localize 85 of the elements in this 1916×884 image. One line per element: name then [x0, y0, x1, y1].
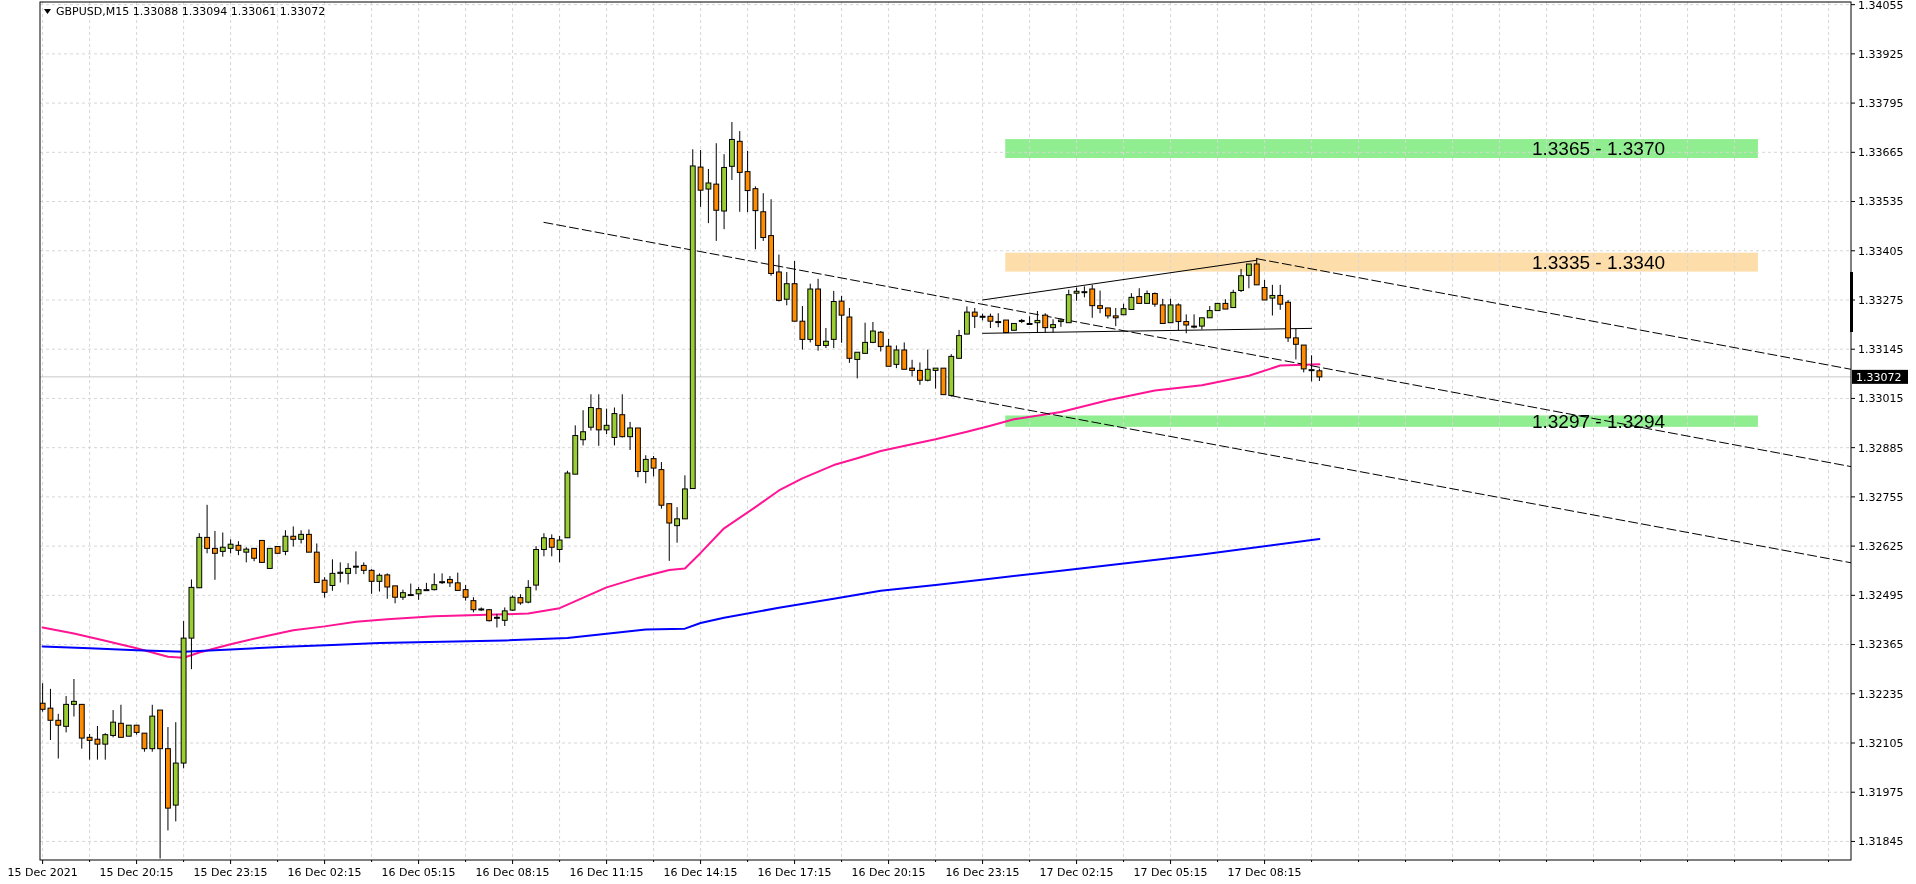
band-label: 1.3297 - 1.3294 — [1531, 411, 1666, 432]
ref-line-label: 1.33072 — [1856, 370, 1902, 384]
candlestick — [956, 329, 963, 359]
y-tick-label: 1.33405 — [1858, 244, 1904, 258]
candlestick — [963, 305, 970, 335]
y-tick-label: 1.32105 — [1858, 736, 1904, 750]
candlestick — [204, 504, 211, 554]
candlestick — [862, 322, 869, 354]
candlestick — [916, 361, 923, 386]
band-label: 1.3365 - 1.3370 — [1531, 138, 1666, 160]
x-tick-label: 17 Dec 02:15 — [1039, 866, 1114, 879]
candlestick — [71, 678, 77, 717]
y-tick-label: 1.33015 — [1858, 392, 1904, 406]
y-tick-label: 1.33665 — [1858, 146, 1904, 160]
y-tick-label: 1.32755 — [1858, 490, 1904, 504]
candlestick — [588, 393, 594, 432]
x-tick-label: 16 Dec 08:15 — [475, 866, 550, 879]
line-series — [41, 363, 1321, 659]
x-tick-label: 16 Dec 23:15 — [945, 866, 1020, 879]
y-tick-label: 1.32885 — [1858, 441, 1904, 455]
candlestick — [650, 455, 657, 477]
candlestick — [548, 533, 555, 557]
candlestick — [298, 529, 305, 544]
x-tick-label: 17 Dec 05:15 — [1133, 866, 1208, 879]
x-tick-label: 16 Dec 14:15 — [663, 866, 738, 879]
band-label: 1.3335 - 1.3340 — [1531, 251, 1666, 273]
candlestick — [580, 409, 587, 446]
y-tick-label: 1.33535 — [1858, 195, 1904, 209]
candlestick — [901, 341, 908, 370]
y-tick-label: 1.32495 — [1858, 589, 1904, 603]
candlestick — [1112, 307, 1119, 327]
candlestick — [854, 351, 861, 379]
candlestick — [447, 575, 453, 588]
y-tick-label: 1.33275 — [1858, 293, 1904, 307]
x-tick-label: 16 Dec 17:15 — [757, 866, 832, 879]
candlestick — [595, 393, 602, 447]
candlestick — [783, 271, 790, 306]
candlestick — [353, 550, 359, 575]
candlestick — [212, 530, 218, 581]
candlestick — [219, 531, 226, 558]
y-tick-label: 1.31845 — [1858, 835, 1904, 849]
candlestick — [877, 330, 884, 352]
candlestick — [1057, 318, 1064, 328]
candlestick — [674, 506, 681, 544]
candlestick — [1238, 268, 1244, 293]
candlestick — [642, 454, 649, 484]
candlestick — [556, 535, 563, 563]
candlestick — [822, 327, 829, 349]
candlestick — [110, 709, 117, 738]
line-series — [41, 537, 1321, 653]
x-tick-label: 15 Dec 2021 — [7, 866, 78, 879]
candlestick — [666, 503, 673, 562]
candlestick — [259, 539, 265, 563]
x-tick-label: 17 Dec 08:15 — [1227, 866, 1302, 879]
x-tick-label: 15 Dec 20:15 — [99, 866, 174, 879]
candlestick — [63, 695, 70, 733]
candlestick — [501, 606, 508, 627]
candlestick — [494, 613, 500, 629]
candlestick — [345, 562, 352, 585]
candlestick — [407, 583, 414, 597]
y-tick-label: 1.33925 — [1858, 47, 1904, 61]
candlestick — [439, 572, 446, 585]
candlestick — [838, 295, 845, 344]
x-tick-label: 16 Dec 02:15 — [287, 866, 362, 879]
candlestick — [541, 532, 547, 557]
candlestick — [266, 547, 273, 569]
candlestick — [306, 528, 312, 553]
y-tick-label: 1.32625 — [1858, 539, 1904, 553]
y-tick-label: 1.34055 — [1858, 0, 1904, 12]
candlestick — [1277, 284, 1284, 311]
candlestick — [909, 359, 916, 377]
x-tick-label: 16 Dec 05:15 — [381, 866, 456, 879]
candlestick — [118, 704, 124, 738]
y-tick-label: 1.31975 — [1858, 786, 1904, 800]
candlestick — [1097, 290, 1103, 314]
y-tick-label: 1.33145 — [1858, 343, 1904, 357]
x-tick-label: 15 Dec 23:15 — [193, 866, 268, 879]
y-tick-label: 1.32235 — [1858, 687, 1904, 701]
chart-title: GBPUSD,M15 1.33088 1.33094 1.33061 1.33072 — [56, 5, 326, 18]
candlestick — [627, 421, 634, 451]
y-tick-label: 1.32365 — [1858, 638, 1904, 652]
y-tick-label: 1.33795 — [1858, 96, 1904, 110]
candlestick — [1245, 263, 1252, 289]
x-tick-label: 16 Dec 11:15 — [569, 866, 644, 879]
x-tick-label: 16 Dec 20:15 — [851, 866, 926, 879]
